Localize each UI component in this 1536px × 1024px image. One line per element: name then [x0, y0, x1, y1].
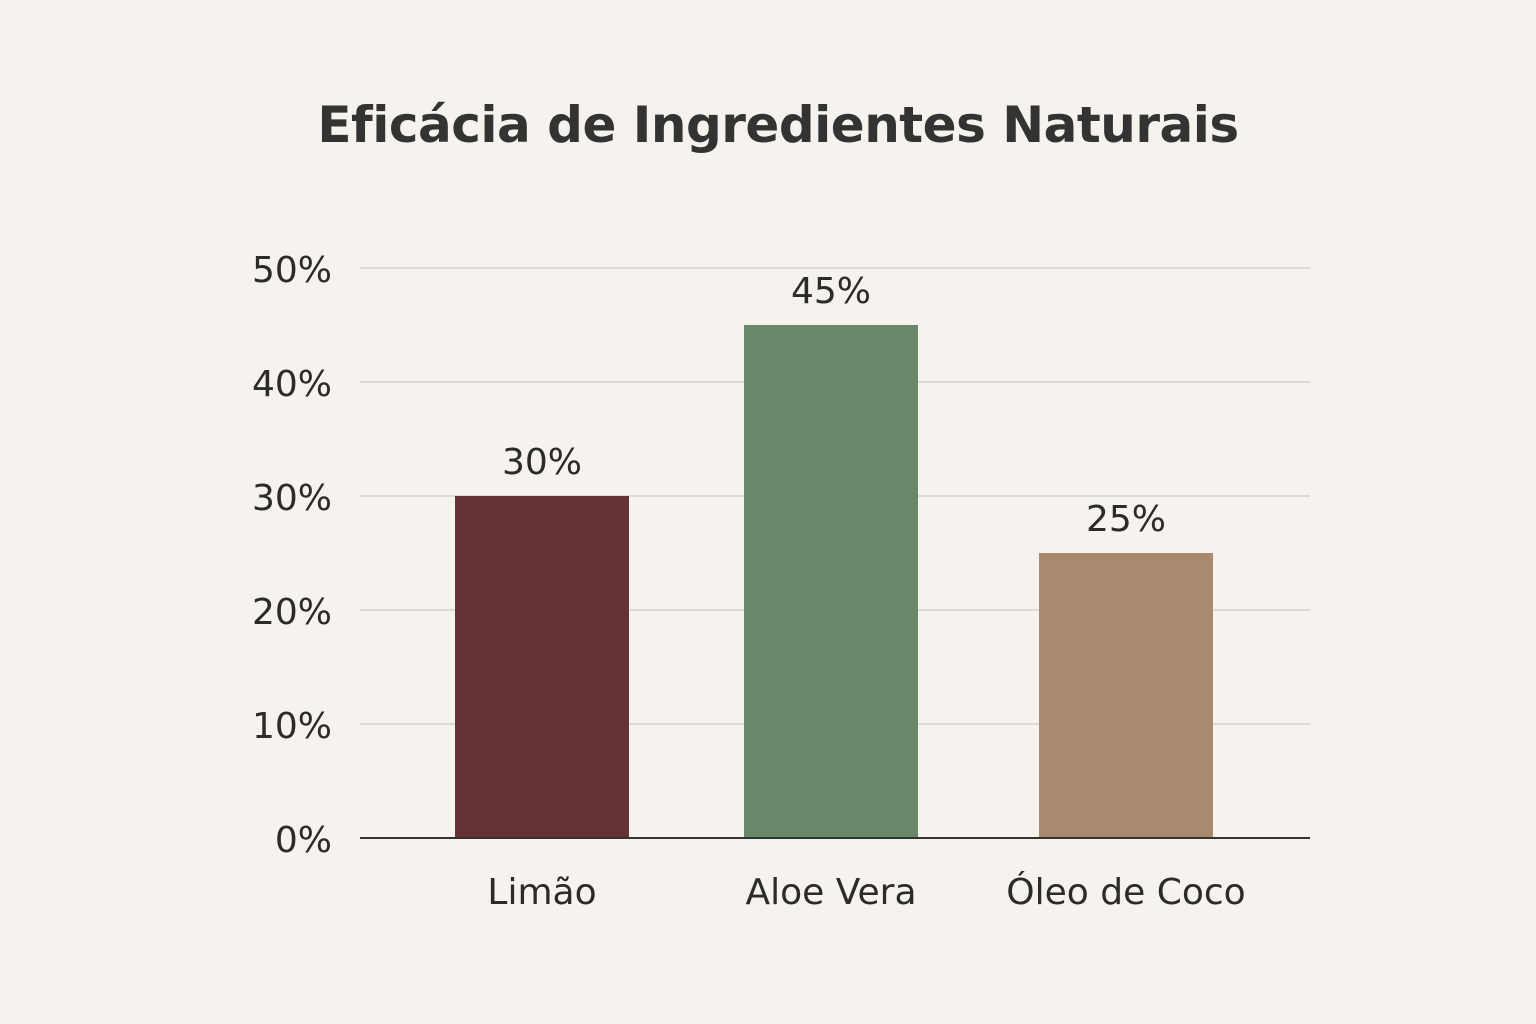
y-tick-label: 0%: [275, 820, 332, 861]
bars: [455, 325, 1213, 838]
y-tick-label: 20%: [252, 592, 332, 633]
y-tick-label: 50%: [252, 250, 332, 291]
y-tick-label: 40%: [252, 364, 332, 405]
bar: [744, 325, 918, 838]
bar: [1039, 553, 1213, 838]
bar: [455, 496, 629, 838]
value-label: 45%: [791, 271, 871, 312]
y-tick-label: 10%: [252, 706, 332, 747]
x-tick-label: Aloe Vera: [745, 872, 916, 913]
y-tick-label: 30%: [252, 478, 332, 519]
x-axis-ticks: Limão Aloe Vera Óleo de Coco: [487, 871, 1245, 913]
x-tick-label: Limão: [487, 872, 596, 913]
chart-title: Eficácia de Ingredientes Naturais: [317, 96, 1239, 154]
value-label: 25%: [1086, 499, 1166, 540]
value-label: 30%: [502, 442, 582, 483]
x-tick-label: Óleo de Coco: [1006, 871, 1245, 913]
y-axis-ticks: 0% 10% 20% 30% 40% 50%: [252, 250, 332, 861]
value-labels: 30% 45% 25%: [502, 271, 1166, 540]
